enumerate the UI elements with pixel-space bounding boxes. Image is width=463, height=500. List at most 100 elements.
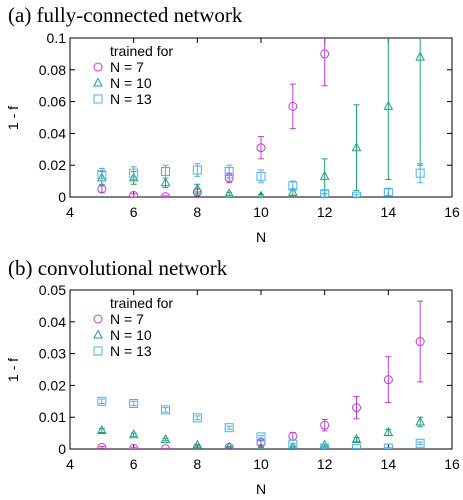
data-point	[129, 443, 139, 449]
data-point	[288, 181, 298, 191]
y-tick-label: 0.03	[39, 346, 66, 362]
data-point	[257, 190, 265, 197]
legend-label: N = 7	[110, 59, 144, 75]
x-tick-label: 6	[130, 456, 138, 472]
legend-marker	[93, 346, 103, 356]
x-tick-label: 12	[317, 204, 333, 220]
data-point	[415, 168, 425, 178]
data-point	[351, 142, 362, 152]
data-point	[352, 403, 361, 413]
data-point	[288, 439, 298, 449]
data-point	[128, 429, 139, 439]
y-tick-label: 0.08	[39, 62, 66, 78]
y-axis-label: 1 - f	[5, 106, 21, 130]
y-tick-label: 0.1	[47, 30, 67, 46]
legend-label: N = 7	[110, 311, 144, 327]
data-layer	[97, 300, 425, 449]
data-point	[383, 443, 393, 449]
x-tick-label: 14	[381, 204, 397, 220]
data-point	[224, 167, 234, 177]
data-point	[129, 190, 139, 197]
legend-marker	[93, 329, 103, 339]
legend-label: N = 13	[110, 343, 152, 359]
legend-marker	[93, 77, 103, 87]
x-tick-label: 14	[381, 456, 397, 472]
series-n-10	[97, 416, 425, 449]
panel-a-fully-connected: (a) fully-connected network N 1 - f trai…	[5, 3, 460, 245]
data-point	[161, 167, 170, 177]
data-point	[288, 101, 298, 111]
x-tick-label: 16	[444, 204, 460, 220]
y-tick-label: 0.02	[39, 377, 66, 393]
data-point	[383, 426, 394, 436]
data-point	[97, 442, 107, 449]
data-point	[383, 187, 393, 197]
series-n-13	[97, 396, 425, 449]
data-point	[97, 184, 107, 194]
data-point	[352, 191, 361, 197]
data-point	[320, 443, 330, 449]
y-tick-label: 0.02	[39, 157, 66, 173]
data-point	[351, 433, 362, 443]
data-point	[256, 171, 266, 181]
series-n-10	[97, 38, 425, 197]
x-tick-label: 8	[193, 204, 201, 220]
data-point	[383, 375, 393, 385]
data-point	[192, 183, 203, 193]
data-point	[320, 49, 330, 59]
y-tick-label: 0.06	[39, 94, 66, 110]
data-point	[192, 165, 202, 175]
data-point	[383, 100, 394, 110]
legend-title: trained for	[110, 295, 173, 311]
data-point	[319, 170, 330, 180]
x-tick-label: 16	[444, 456, 460, 472]
legend-marker	[93, 62, 103, 72]
data-point	[129, 168, 139, 178]
y-tick-label: 0.04	[39, 125, 66, 141]
x-tick-label: 4	[66, 456, 74, 472]
x-tick-label: 10	[253, 204, 269, 220]
data-point	[224, 423, 234, 433]
data-point	[352, 444, 361, 449]
data-point	[257, 442, 265, 449]
data-point	[289, 441, 297, 449]
data-point	[320, 189, 330, 197]
y-tick-label: 0	[58, 189, 66, 205]
data-point	[192, 439, 203, 449]
legend-label: N = 13	[110, 91, 152, 107]
x-tick-label: 6	[130, 204, 138, 220]
data-point	[161, 405, 170, 415]
legend-title: trained for	[110, 43, 173, 59]
data-point	[97, 424, 107, 435]
data-point	[225, 441, 234, 449]
x-tick-label: 10	[253, 456, 269, 472]
data-point	[161, 444, 170, 449]
series-n-13	[97, 163, 425, 197]
panel-title: (a) fully-connected network	[8, 3, 243, 27]
data-point	[256, 143, 266, 153]
data-point	[320, 420, 330, 430]
data-point	[161, 192, 170, 197]
series-n-7	[97, 300, 425, 449]
legend-label: N = 10	[110, 327, 152, 343]
data-point	[256, 432, 266, 442]
y-tick-label: 0.05	[39, 282, 66, 298]
y-tick-label: 0	[58, 441, 66, 457]
y-tick-label: 0.04	[39, 314, 66, 330]
data-layer	[97, 38, 425, 197]
data-point	[224, 188, 234, 197]
y-tick-label: 0.01	[39, 409, 66, 425]
data-point	[129, 399, 139, 409]
data-point	[97, 396, 107, 406]
legend-marker	[93, 94, 103, 104]
data-point	[288, 186, 298, 196]
data-point	[415, 51, 425, 61]
data-point	[160, 433, 171, 443]
data-point	[415, 416, 425, 426]
data-point	[97, 170, 107, 180]
data-point	[192, 413, 202, 423]
x-tick-label: 8	[193, 456, 201, 472]
data-point	[160, 177, 171, 187]
x-tick-label: 12	[317, 456, 333, 472]
